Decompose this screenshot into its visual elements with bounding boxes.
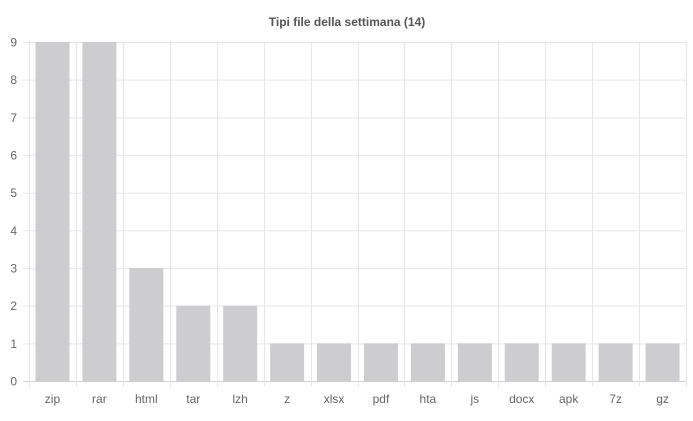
bar-layer <box>35 42 680 381</box>
bar-hta[interactable] <box>410 343 445 381</box>
x-axis: zip rar html tar lzh z xlsx pdf hta js docx apk 7z gz <box>45 392 669 406</box>
y-tick-label: 0 <box>10 375 17 389</box>
y-tick-label: 8 <box>10 73 17 87</box>
x-tick-label: lzh <box>233 392 248 406</box>
bar-gz[interactable] <box>645 343 680 381</box>
x-tick-label: js <box>469 392 479 406</box>
y-tick-label: 9 <box>10 36 17 50</box>
x-tick-label: hta <box>420 392 437 406</box>
chart-title: Tipi file della settimana (14) <box>269 15 426 29</box>
x-tick-label: zip <box>45 392 61 406</box>
bar-js[interactable] <box>457 343 492 381</box>
x-tick-label: 7z <box>609 392 622 406</box>
bar-tar[interactable] <box>176 305 211 381</box>
x-tick-label: apk <box>559 392 579 406</box>
x-tick-label: pdf <box>373 392 390 406</box>
y-tick-label: 4 <box>10 224 17 238</box>
x-tick-label: z <box>284 392 290 406</box>
y-axis: 0 1 2 3 4 5 6 7 8 9 <box>10 36 17 389</box>
x-tick-label: xlsx <box>324 392 345 406</box>
y-tick-label: 1 <box>10 337 17 351</box>
y-tick-label: 5 <box>10 186 17 200</box>
x-tick-label: gz <box>656 392 669 406</box>
bar-zip[interactable] <box>35 42 70 381</box>
bar-z[interactable] <box>270 343 305 381</box>
y-tick-label: 2 <box>10 299 17 313</box>
y-tick-label: 3 <box>10 262 17 276</box>
x-tick-label: docx <box>509 392 534 406</box>
grid-layer <box>23 42 687 387</box>
x-tick-label: rar <box>92 392 107 406</box>
bar-apk[interactable] <box>551 343 586 381</box>
bar-7z[interactable] <box>598 343 633 381</box>
bar-pdf[interactable] <box>363 343 398 381</box>
x-tick-label: tar <box>186 392 200 406</box>
bar-lzh[interactable] <box>223 305 258 381</box>
bar-xlsx[interactable] <box>317 343 352 381</box>
bar-docx[interactable] <box>504 343 539 381</box>
bar-html[interactable] <box>129 268 164 381</box>
bar-rar[interactable] <box>82 42 117 381</box>
x-tick-label: html <box>135 392 158 406</box>
y-tick-label: 7 <box>10 111 17 125</box>
y-tick-label: 6 <box>10 149 17 163</box>
